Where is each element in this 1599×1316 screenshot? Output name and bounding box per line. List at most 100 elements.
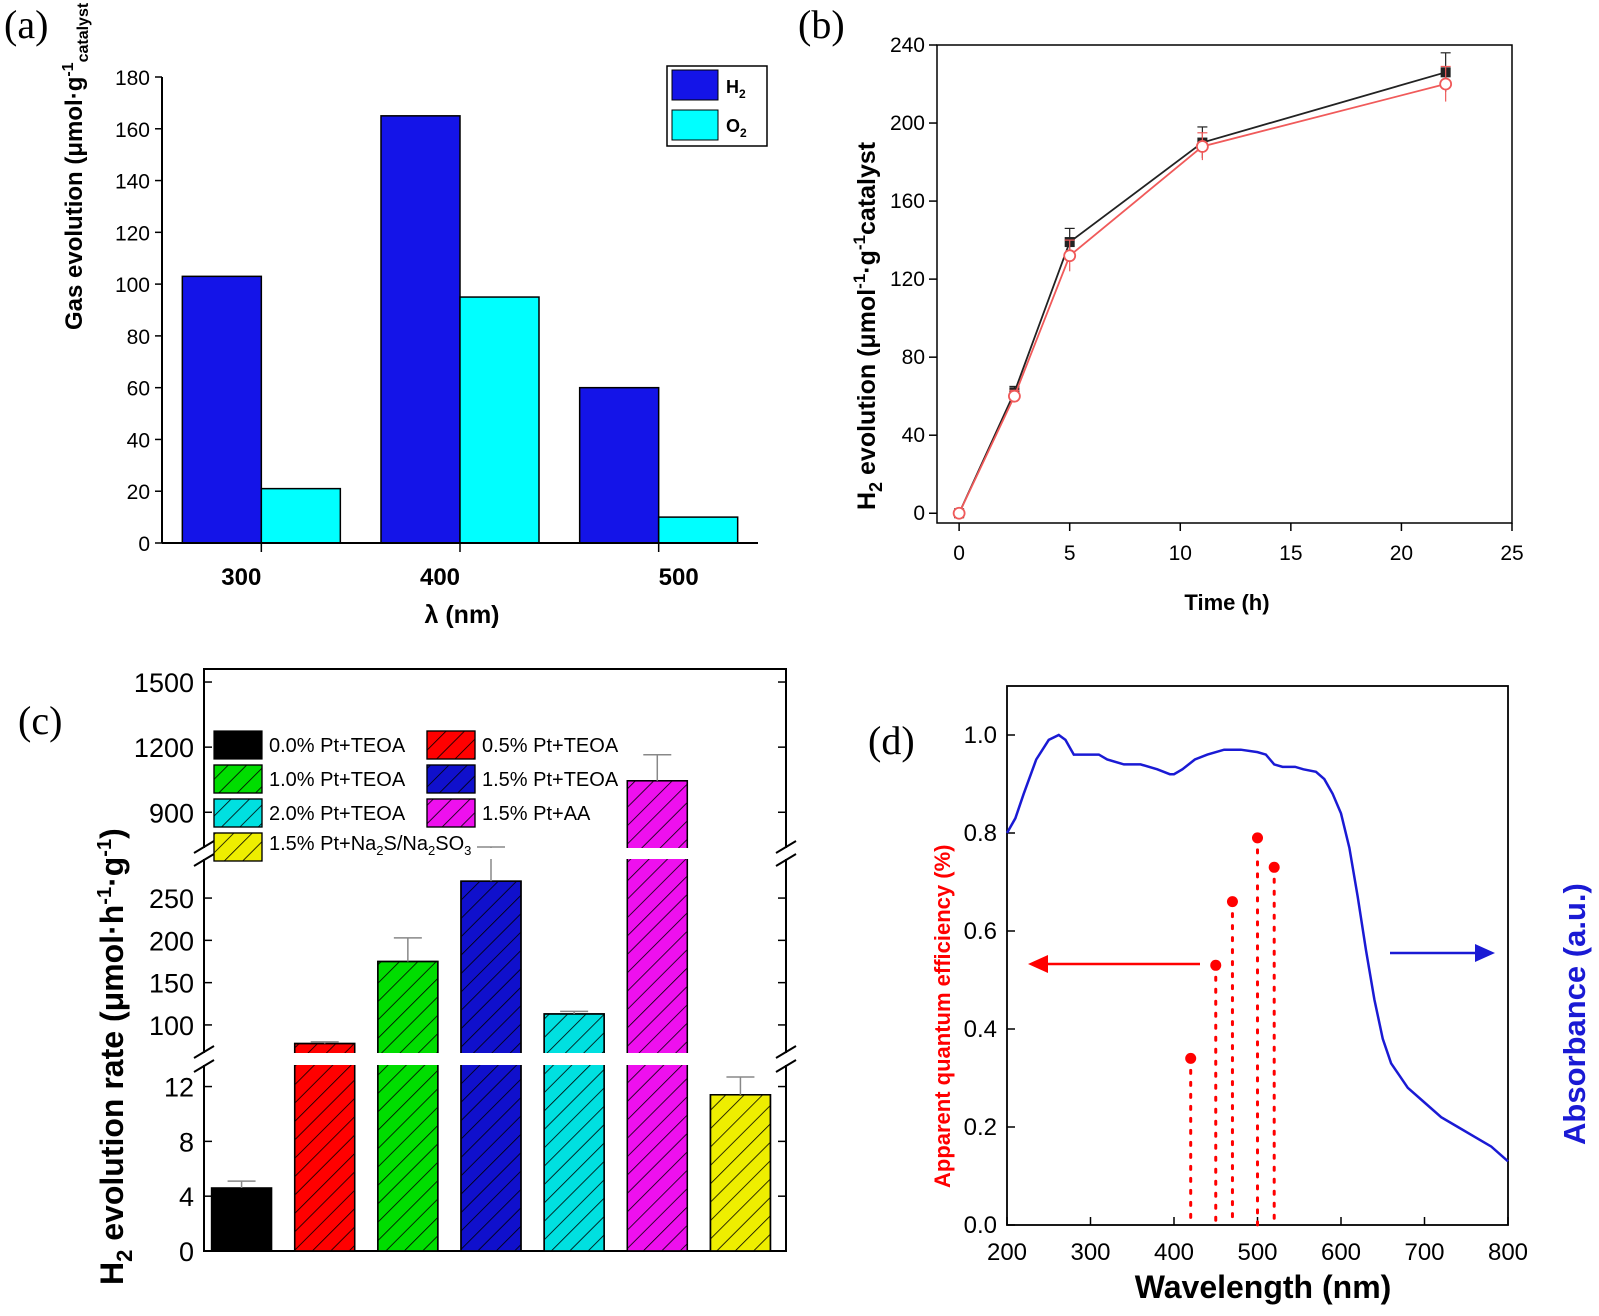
x-tick-label-300: 300 — [221, 564, 261, 591]
y-tick-label-140: 140 — [115, 171, 150, 194]
panel-a-ylabel: Gas evolution (μmol·g-1catalyst — [60, 2, 92, 330]
x-tick-label-700: 700 — [1404, 1239, 1444, 1266]
bar-o2-400 — [459, 296, 540, 544]
y-tick-label-100: 100 — [149, 1011, 194, 1041]
y-tick-label-1500: 1500 — [134, 668, 194, 698]
y-tick-label-100: 100 — [115, 274, 150, 297]
legend-label-4: 2.0% Pt+TEOA — [269, 803, 406, 825]
panel-c-label: (c) — [18, 698, 62, 743]
axis-break-mark-1-0b — [193, 1059, 215, 1073]
y-tick-label-160: 160 — [115, 119, 150, 142]
y-tick-label-80: 80 — [902, 346, 925, 369]
panel-d-plot: 200 300 400 500 600 700 800 0.0 0.2 0.4 0.6 0.8 1.0 — [964, 685, 1528, 1266]
axis-break-mark-0-0b — [193, 853, 215, 867]
bar-hatch-5 — [626, 780, 689, 1252]
x-tick-label-15: 15 — [1279, 542, 1302, 565]
y-tick-label-1200: 1200 — [134, 733, 194, 763]
aqe-point-420 — [1185, 1052, 1197, 1064]
legend-swatch-hatch-1 — [426, 730, 476, 760]
axis-break-mark-1-0a — [193, 1045, 215, 1059]
marker-circle-1 — [1008, 389, 1021, 403]
x-tick-label-25: 25 — [1500, 542, 1523, 565]
marker-circle-2 — [1063, 249, 1077, 263]
y-tick-label-40: 40 — [127, 429, 150, 452]
marker-circle-4 — [1439, 77, 1453, 91]
panel-d: (d) Apparent quantum efficiency (%) Abso… — [868, 685, 1592, 1305]
legend-swatch-hatch-3 — [426, 764, 476, 794]
y-tick-label-200: 200 — [149, 926, 194, 956]
legend-label-na2s: 1.5% Pt+Na2S/Na2SO3 — [269, 833, 471, 858]
y-tick-label-0.4: 0.4 — [964, 1016, 997, 1043]
legend-swatch-h2 — [671, 69, 719, 101]
panel-b-label: (b) — [798, 2, 845, 47]
legend-label-5: 1.5% Pt+AA — [482, 803, 591, 825]
legend-swatch-hatch-6 — [213, 832, 263, 862]
legend-label-h2: H2 — [726, 77, 746, 101]
plot-frame — [1006, 685, 1509, 1226]
legend-swatch-hatch-4 — [213, 798, 263, 828]
y-tick-label-0: 0 — [179, 1237, 194, 1267]
y-tick-label-240: 240 — [890, 34, 925, 57]
panel-c-legend: 0.0% Pt+TEOA 0.5% Pt+TEOA 1.0% Pt+TEOA 1.5%… — [213, 730, 619, 862]
right-arrow-head — [1475, 944, 1495, 962]
x-tick-label-0: 0 — [953, 542, 965, 565]
y-tick-label-4: 4 — [179, 1182, 194, 1212]
axis-break-mark-0-1a — [775, 840, 797, 854]
bar-hatch-1 — [293, 1042, 356, 1252]
axis-break-mark-1-1b — [775, 1059, 797, 1073]
bar-h2-500 — [578, 386, 660, 544]
y-tick-label-0: 0 — [138, 533, 150, 556]
legend-label-o2: O2 — [726, 116, 747, 140]
y-tick-label-0: 0.0 — [964, 1212, 997, 1239]
x-tick-label-400: 400 — [1154, 1239, 1194, 1266]
y-tick-label-0.2: 0.2 — [964, 1114, 997, 1141]
x-tick-label-300: 300 — [1070, 1239, 1110, 1266]
y-tick-label-180: 180 — [115, 67, 150, 90]
panel-d-ylabel-left: Apparent quantum efficiency (%) — [930, 845, 955, 1188]
panel-a-plot: 300 400 500 0 20 40 60 80 100 120 140 160 180 — [115, 67, 758, 591]
legend-swatch-hatch-5 — [426, 798, 476, 828]
aqe-point-450 — [1210, 959, 1222, 971]
legend-swatch-o2 — [671, 109, 719, 141]
x-tick-label-5: 5 — [1064, 542, 1076, 565]
y-tick-label-160: 160 — [890, 190, 925, 213]
panel-b-ylabel: H2 evolution (μmol-1·g-1catalyst — [850, 141, 886, 510]
legend-label-0: 0.0% Pt+TEOA — [269, 735, 406, 757]
marker-circle-3 — [1195, 140, 1209, 153]
bar-hatch-2 — [377, 960, 439, 1252]
absorbance-curve — [1005, 733, 1509, 1163]
x-tick-label-20: 20 — [1390, 542, 1413, 565]
y-tick-label-1: 1.0 — [964, 722, 997, 749]
panel-c-ylabel: H2 evolution rate (μmol·h-1·g-1) — [94, 828, 137, 1285]
aqe-point-520 — [1268, 861, 1280, 873]
bar-hatch-4 — [543, 1013, 605, 1252]
y-tick-label-900: 900 — [149, 798, 194, 828]
y-tick-label-200: 200 — [890, 112, 925, 135]
bar-o2-300 — [260, 487, 342, 544]
panel-c: (c) H2 evolution rate (μmol·h-1·g-1) 0 4 8… — [18, 668, 797, 1285]
legend-label-2: 1.0% Pt+TEOA — [269, 769, 406, 791]
y-tick-label-120: 120 — [115, 222, 150, 245]
panel-a-xlabel: λ (nm) — [425, 601, 500, 629]
y-tick-label-60: 60 — [127, 378, 150, 401]
y-tick-label-20: 20 — [127, 481, 150, 504]
axis-break-mark-0-1b — [775, 853, 797, 867]
y-tick-label-120: 120 — [890, 268, 925, 291]
y-tick-label-0.8: 0.8 — [964, 820, 997, 847]
axis-break-mark-0-0a — [193, 840, 215, 854]
panel-c-plot: 0 4 8 12 100 150 200 250 900 1200 1500 — [134, 668, 797, 1267]
aqe-point-470 — [1226, 896, 1238, 908]
x-tick-label-800: 800 — [1488, 1239, 1528, 1266]
legend-label-3: 1.5% Pt+TEOA — [482, 769, 619, 791]
x-tick-label-500: 500 — [659, 564, 699, 591]
panel-d-xlabel: Wavelength (nm) — [1135, 1269, 1392, 1305]
x-tick-label-400: 400 — [420, 564, 460, 591]
panel-b: (b) H2 evolution (μmol-1·g-1catalyst 0 5 1… — [798, 2, 1524, 615]
panel-a-label: (a) — [4, 2, 48, 47]
bar-h2-300 — [181, 275, 263, 544]
bar-hatch-3 — [460, 880, 522, 1252]
axis-break-gap-0 — [196, 848, 794, 859]
y-tick-label-40: 40 — [902, 424, 925, 447]
panel-a-legend: H2 O2 — [666, 65, 768, 147]
